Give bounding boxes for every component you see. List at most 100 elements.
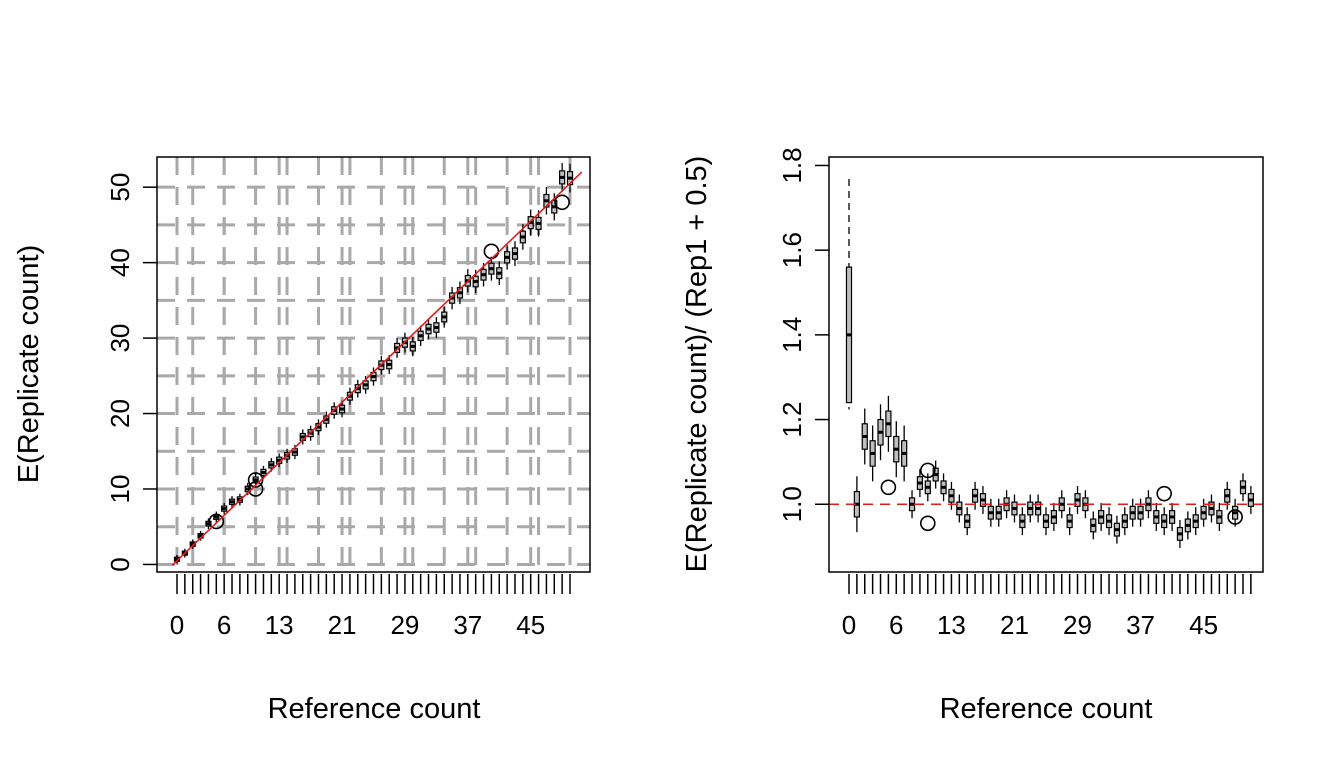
box [1011, 494, 1018, 523]
box [1208, 494, 1215, 523]
y-tick-label: 1.8 [777, 147, 807, 183]
box [948, 481, 955, 510]
box [1121, 507, 1128, 536]
x-tick-label: 6 [217, 610, 231, 640]
y-tick-label: 0 [105, 557, 135, 571]
outlier-point [247, 481, 264, 497]
x-tick-label: 45 [516, 610, 545, 640]
box [956, 494, 963, 523]
x-tick-label: 21 [1000, 610, 1029, 640]
box [511, 241, 519, 266]
box [1098, 502, 1105, 531]
box [441, 306, 448, 328]
box [1027, 494, 1034, 523]
box [417, 325, 424, 347]
outlier-point [1227, 509, 1243, 525]
right-x-axis-label: Reference count [940, 693, 1153, 725]
box [1066, 507, 1073, 536]
outlier-point [483, 243, 500, 260]
box [504, 245, 511, 270]
box [1129, 498, 1136, 527]
outlier-point [919, 515, 936, 532]
outlier-point [880, 479, 897, 496]
x-tick-label: 29 [390, 610, 419, 640]
box [1192, 507, 1199, 536]
box [1168, 502, 1176, 531]
x-tick-label: 13 [265, 610, 294, 640]
x-tick-label: 29 [1063, 610, 1092, 640]
y-tick-label: 50 [105, 173, 135, 202]
box [535, 210, 542, 237]
box [1239, 473, 1247, 502]
box [877, 404, 884, 461]
box [1019, 507, 1026, 536]
x-tick-label: 0 [170, 610, 184, 640]
left-panel: 0 6 13 21 29 37 45 0 10 20 30 40 50 Reference count… [13, 156, 591, 725]
box [488, 256, 495, 281]
left-reference-line [171, 171, 583, 566]
box [1176, 519, 1184, 548]
box [964, 507, 971, 536]
y-tick-label: 1.0 [777, 486, 807, 522]
left-x-axis: 0 6 13 21 29 37 45 [170, 574, 571, 640]
x-tick-label: 21 [328, 610, 357, 640]
box [916, 469, 924, 498]
box [1184, 511, 1191, 540]
box [1224, 481, 1231, 510]
box [543, 187, 550, 215]
box [908, 490, 916, 519]
left-plot-frame [156, 156, 591, 573]
box [1034, 494, 1042, 523]
left-x-axis-label: Reference count [268, 693, 481, 725]
box [1216, 502, 1223, 531]
right-x-axis: 0 6 13 21 29 37 45 [842, 574, 1252, 640]
right-y-axis: 1.0 1.2 1.4 1.6 1.8 [777, 147, 829, 522]
outlier-point [208, 513, 225, 530]
outlier-point [1156, 485, 1172, 502]
box [1050, 502, 1058, 531]
box [1113, 515, 1121, 544]
right-y-axis-label: E(Replicate count)/ (Rep1 + 0.5) [681, 156, 713, 573]
outlier-point [247, 472, 264, 488]
box [425, 318, 432, 340]
box [1074, 486, 1081, 514]
y-tick-label: 40 [105, 248, 135, 277]
x-tick-label: 37 [1126, 610, 1155, 640]
right-boxes [845, 179, 1255, 548]
y-tick-label: 10 [105, 475, 135, 504]
box [566, 163, 574, 193]
left-boxes [173, 163, 574, 564]
y-tick-label: 1.4 [777, 317, 807, 353]
box [480, 262, 487, 287]
box [221, 502, 228, 515]
box [338, 400, 346, 418]
x-tick-label: 37 [453, 610, 482, 640]
x-tick-label: 6 [889, 610, 903, 640]
outlier-point [919, 462, 936, 479]
right-panel: 0 6 13 21 29 37 45 1.0 1.2 1.4 1.6 1.8 Reference c… [681, 147, 1264, 725]
box [559, 163, 566, 192]
box [1145, 490, 1152, 519]
y-tick-label: 1.6 [777, 232, 807, 268]
box [1042, 507, 1050, 536]
box [845, 179, 853, 410]
box [433, 317, 440, 338]
box [995, 498, 1002, 527]
y-tick-label: 20 [105, 399, 135, 428]
box [1090, 511, 1097, 540]
box [901, 425, 908, 482]
box [893, 421, 900, 478]
box [861, 408, 868, 465]
box [386, 355, 393, 374]
x-tick-label: 13 [937, 610, 966, 640]
box [885, 395, 892, 452]
outlier-point [554, 194, 570, 211]
box [987, 498, 994, 527]
box [971, 481, 979, 510]
box [1137, 498, 1144, 527]
y-tick-label: 1.2 [777, 401, 807, 437]
box [496, 261, 503, 286]
box [1161, 507, 1168, 536]
left-y-axis-label: E(Replicate count) [13, 245, 45, 484]
left-grid [157, 157, 590, 572]
